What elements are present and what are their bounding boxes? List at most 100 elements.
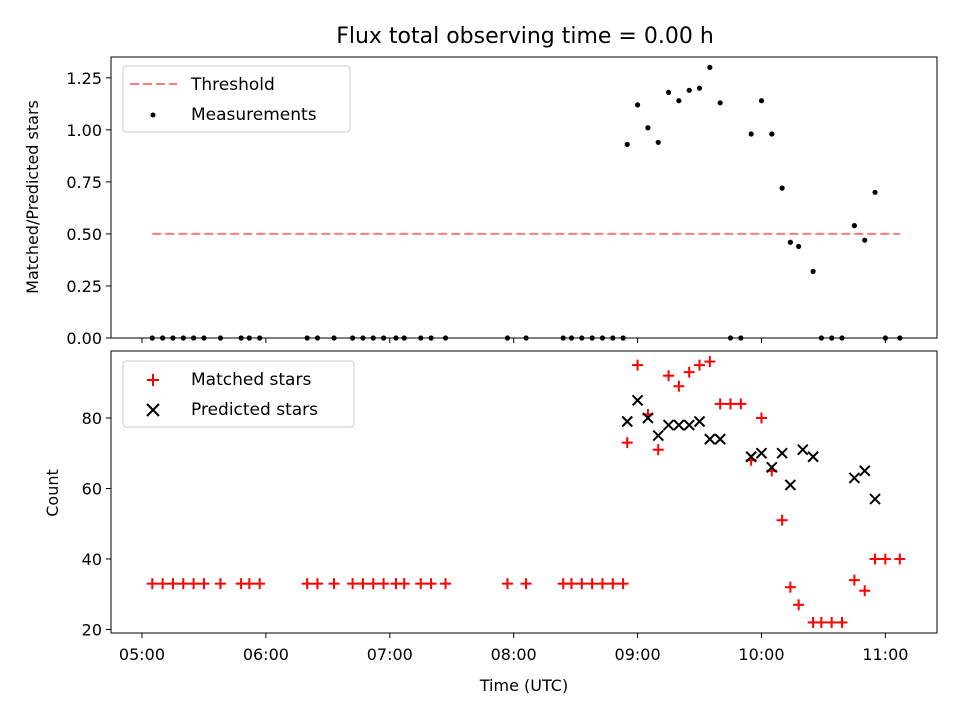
bottom-plot-frame [110,350,938,634]
matched-stars-point [683,366,695,378]
measurement-point [686,87,692,93]
matched-stars-point [848,574,860,586]
predicted-stars-series [621,394,881,505]
measurement-point [665,89,672,95]
matched-stars-point [714,398,726,410]
measurement-point [779,185,785,191]
top-legend: Threshold Measurements [122,65,351,133]
matched-stars-point [815,616,827,628]
matched-stars-point [312,578,323,590]
top-plot-frame [110,56,938,339]
matched-stars-point [347,578,359,590]
matched-stars-point [735,398,747,410]
matched-stars-point [157,578,169,590]
matched-stars-point [621,437,633,449]
measurement-point [787,239,793,245]
measurement-point [810,268,816,274]
matched-stars-legend-label: Matched stars [191,370,311,390]
predicted-stars-point [631,394,644,407]
matched-stars-point [214,578,226,590]
x-axis-label: Time (UTC) [479,676,568,695]
top-y-tick-label: 1.00 [66,121,102,140]
matched-stars-point [725,398,736,410]
predicted-stars-point [642,412,654,424]
matched-stars-point [652,444,664,456]
predicted-stars-point [776,447,788,459]
matched-stars-point [198,578,210,590]
matched-stars-point [357,578,369,590]
top-legend-box [122,65,351,133]
matched-stars-point [576,578,588,590]
matched-stars-point [632,359,644,371]
predicted-stars-point [859,465,871,477]
predicted-stars-point [673,419,685,431]
top-y-axis-label: Matched/Predicted stars [23,100,42,294]
top-plot: 0.00 0.25 0.50 0.75 1.00 1.25 Matched/Predict… [23,56,938,348]
predicted-stars-point [621,415,633,428]
matched-stars-point [869,553,881,565]
top-x-ticks [141,338,886,343]
measurement-point [717,100,723,106]
predicted-stars-point [662,419,675,431]
measurements-legend-label: Measurements [191,105,317,125]
matched-stars-point [167,578,179,590]
measurement-point [758,98,765,104]
bottom-y-ticks: 20 40 60 80 [82,409,111,639]
matched-stars-point [663,370,675,382]
threshold-legend-label: Threshold [190,75,275,95]
matched-stars-point [177,578,189,590]
measurement-point [769,131,775,137]
predicted-stars-point [797,443,809,456]
bottom-x-tick-label: 10:00 [738,645,784,664]
matched-stars-point [243,578,255,590]
matched-stars-point [146,578,158,590]
bottom-y-tick-label: 40 [82,550,102,569]
matched-stars-point [617,578,629,590]
bottom-x-ticks: 05:00 06:00 07:00 08:00 09:00 10:00 11:00 [119,633,908,664]
bottom-y-axis-label: Count [43,469,62,517]
bottom-x-tick-label: 07:00 [367,645,413,664]
matched-stars-point [704,356,716,368]
matched-stars-point [415,578,427,590]
matched-stars-point [607,578,619,590]
top-y-tick-label: 0.00 [66,329,102,348]
measurement-point [655,139,661,145]
predicted-stars-legend-label: Predicted stars [191,400,318,420]
bottom-y-tick-label: 80 [82,409,102,428]
matched-stars-point [793,599,805,611]
matched-stars-point [301,578,313,590]
bottom-y-tick-label: 20 [82,620,102,639]
matched-stars-legend-swatch [147,374,159,386]
predicted-stars-point [745,451,757,463]
top-y-tick-label: 0.25 [66,277,102,296]
matched-stars-point [586,578,598,590]
predicted-stars-point [704,433,716,445]
matched-stars-point [565,578,577,590]
measurement-point [624,141,630,148]
predicted-stars-point [848,472,861,484]
matched-stars-point [367,578,379,590]
bottom-x-tick-label: 09:00 [615,645,661,664]
matched-stars-point [826,616,838,628]
matched-stars-point [398,578,410,590]
matched-stars-point [859,585,871,597]
bottom-plot: 20 40 60 80 05:00 06:00 07:00 08:00 09:00 10:00 1… [43,350,938,695]
measurement-point [645,125,651,131]
measurement-point [796,243,802,250]
matched-stars-point [776,514,788,526]
matched-stars-point [673,380,685,392]
matched-stars-point [440,578,452,590]
bottom-x-tick-label: 05:00 [119,645,165,664]
bottom-y-tick-label: 60 [82,479,102,498]
matched-stars-point [596,578,608,590]
predicted-stars-point [683,419,695,431]
measurement-point [851,223,858,229]
predicted-stars-point [755,447,768,459]
bottom-legend: Matched stars Predicted stars [122,360,355,428]
predicted-stars-legend-swatch [146,403,160,417]
matched-stars-point [784,581,796,593]
top-y-tick-label: 1.25 [66,69,102,88]
predicted-stars-point [714,433,726,445]
matched-stars-point [894,553,906,565]
